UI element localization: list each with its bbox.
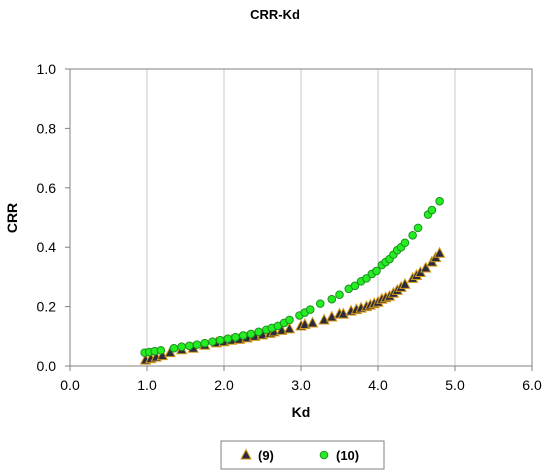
legend: (9) (10): [220, 440, 385, 470]
data-point: [215, 335, 225, 345]
data-point: [254, 327, 263, 337]
x-tick-label: 1.0: [137, 377, 157, 393]
x-tick-label: 0.0: [60, 377, 80, 393]
x-tick-label: 2.0: [214, 377, 234, 393]
legend-label: (10): [336, 448, 359, 463]
data-point: [177, 342, 186, 351]
x-tick-label: 5.0: [445, 377, 465, 393]
data-point: [400, 238, 410, 248]
data-point: [327, 294, 337, 304]
chart-title: CRR-Kd: [250, 7, 300, 22]
data-point: [413, 223, 423, 233]
y-axis-ticks: 0.0 0.2 0.4 0.6 0.8 1.0: [37, 61, 70, 374]
data-point: [335, 290, 344, 300]
x-axis-ticks: 0.0 1.0 2.0 3.0 4.0 5.0 6.0: [60, 366, 542, 393]
series-2: [140, 196, 444, 357]
data-point: [326, 310, 338, 322]
data-point: [285, 315, 294, 325]
data-point: [337, 307, 350, 319]
legend-items: (9) (10): [240, 448, 359, 463]
data-point: [433, 246, 446, 258]
data-point: [315, 299, 325, 308]
data-point: [419, 261, 432, 273]
legend-marker-circle: [319, 450, 329, 460]
y-tick-label: 0.0: [37, 358, 57, 374]
data-point: [169, 343, 179, 353]
data-point: [200, 338, 210, 348]
legend-label: (9): [258, 448, 274, 463]
data-point: [192, 340, 202, 349]
data-point: [435, 196, 444, 206]
x-tick-label: 3.0: [291, 377, 311, 393]
y-tick-label: 0.4: [37, 239, 57, 255]
data-point: [305, 305, 315, 314]
y-tick-label: 1.0: [37, 61, 57, 77]
data-point: [306, 316, 319, 328]
data-point: [238, 331, 248, 340]
data-point: [223, 334, 233, 343]
data-point: [156, 349, 169, 361]
data-point: [350, 281, 360, 291]
data-point: [156, 345, 166, 355]
data-point: [246, 329, 256, 339]
data-point: [318, 313, 330, 325]
x-tick-label: 6.0: [522, 377, 542, 393]
y-axis-label: CRR: [4, 203, 20, 233]
x-tick-label: 4.0: [368, 377, 388, 393]
y-tick-label: 0.6: [37, 180, 57, 196]
data-point: [231, 332, 240, 342]
data-point: [185, 341, 194, 351]
data-point: [372, 266, 381, 276]
data-series: [139, 196, 446, 365]
y-tick-label: 0.2: [37, 299, 57, 315]
data-point: [399, 277, 411, 289]
y-tick-label: 0.8: [37, 120, 57, 136]
data-point: [408, 231, 417, 240]
legend-marker-triangle: [240, 448, 252, 460]
data-point: [427, 205, 437, 215]
data-point: [283, 322, 296, 334]
x-axis-label: Kd: [292, 404, 311, 420]
data-point: [208, 337, 217, 346]
data-point: [362, 274, 371, 283]
data-point: [299, 317, 311, 329]
grid: [146, 69, 456, 366]
